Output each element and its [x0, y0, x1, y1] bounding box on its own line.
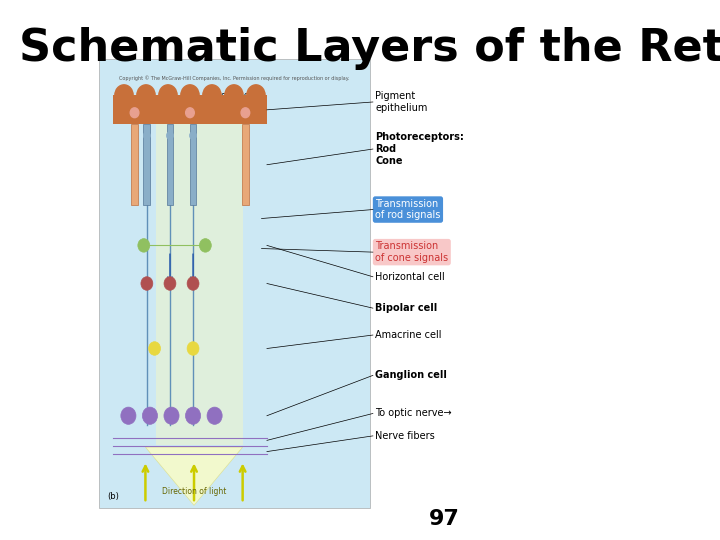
Circle shape: [166, 132, 174, 140]
Bar: [131, 124, 138, 205]
Text: Transmission
of rod signals: Transmission of rod signals: [375, 199, 441, 220]
Circle shape: [115, 85, 133, 106]
Circle shape: [199, 239, 211, 252]
Circle shape: [137, 85, 155, 106]
Circle shape: [143, 407, 158, 424]
Text: Bipolar cell: Bipolar cell: [375, 303, 438, 313]
Text: (b): (b): [107, 492, 120, 501]
Bar: [113, 95, 267, 124]
Circle shape: [186, 108, 194, 118]
Text: Direction of light: Direction of light: [162, 488, 226, 496]
Circle shape: [189, 132, 197, 140]
Text: Amacrine cell: Amacrine cell: [375, 330, 442, 340]
Bar: [189, 124, 197, 205]
Circle shape: [164, 276, 176, 291]
Text: To optic nerve→: To optic nerve→: [375, 408, 452, 418]
Text: 97: 97: [428, 509, 459, 529]
Bar: [166, 124, 174, 205]
Polygon shape: [145, 447, 243, 505]
Bar: [143, 124, 150, 205]
Bar: [156, 122, 243, 445]
Text: Schematic Layers of the Retina: Schematic Layers of the Retina: [19, 27, 720, 70]
Circle shape: [164, 407, 179, 424]
Circle shape: [186, 407, 201, 424]
Bar: [99, 59, 369, 508]
Circle shape: [203, 85, 221, 106]
Circle shape: [241, 108, 250, 118]
Circle shape: [141, 276, 153, 291]
Circle shape: [148, 342, 161, 355]
Text: Ganglion cell: Ganglion cell: [375, 370, 447, 380]
Circle shape: [247, 85, 265, 106]
Bar: [242, 124, 249, 205]
Circle shape: [181, 85, 199, 106]
Text: Nerve fibers: Nerve fibers: [375, 431, 435, 441]
Circle shape: [207, 407, 222, 424]
Text: Copyright © The McGraw-Hill Companies, Inc. Permission required for reproduction: Copyright © The McGraw-Hill Companies, I…: [120, 75, 350, 80]
Circle shape: [143, 132, 150, 140]
Circle shape: [159, 85, 177, 106]
Text: Pigment
epithelium: Pigment epithelium: [375, 91, 428, 113]
Circle shape: [225, 85, 243, 106]
Text: Horizontal cell: Horizontal cell: [375, 272, 445, 282]
Circle shape: [187, 276, 199, 291]
Text: Back of eye: Back of eye: [210, 91, 259, 100]
Circle shape: [187, 342, 199, 355]
Text: Transmission
of cone signals: Transmission of cone signals: [375, 241, 449, 263]
Circle shape: [138, 239, 150, 252]
Text: Photoreceptors:
Rod
Cone: Photoreceptors: Rod Cone: [375, 132, 464, 166]
Circle shape: [130, 108, 139, 118]
Circle shape: [121, 407, 136, 424]
